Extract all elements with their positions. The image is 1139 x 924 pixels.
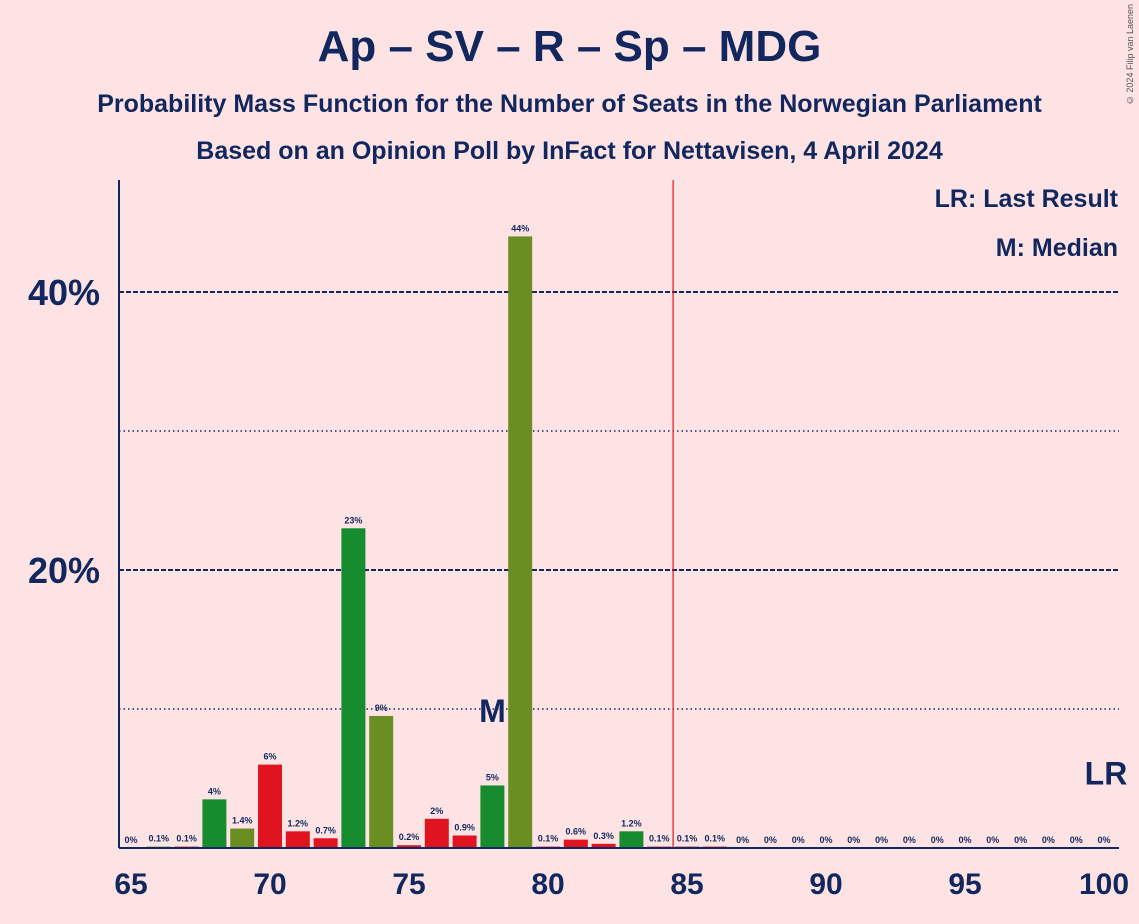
bar-value-label: 1.2% — [621, 818, 642, 828]
bar-value-label: 0.1% — [176, 834, 197, 844]
x-tick-label: 65 — [114, 868, 147, 901]
median-marker: M — [479, 693, 506, 729]
x-tick-label: 85 — [670, 868, 703, 901]
bar-value-label: 0% — [819, 835, 832, 845]
legend-median: M: Median — [995, 234, 1118, 262]
last-result-marker: LR — [1085, 756, 1128, 792]
bar — [369, 715, 394, 848]
bar-value-label: 0% — [764, 835, 777, 845]
bar-value-label: 0% — [792, 835, 805, 845]
bar — [508, 236, 533, 848]
bar — [563, 839, 588, 848]
bar-value-label: 2% — [430, 806, 443, 816]
chart-subtitle-1: Probability Mass Function for the Number… — [97, 90, 1042, 118]
bar-value-label: 23% — [344, 515, 362, 525]
bar — [230, 828, 255, 848]
legend-last-result: LR: Last Result — [934, 185, 1118, 213]
bar-value-label: 0% — [1097, 835, 1110, 845]
bar-value-label: 0% — [903, 835, 916, 845]
bar-value-label: 0.3% — [593, 831, 614, 841]
bar-value-label: 0.1% — [677, 834, 698, 844]
bar-value-label: 9% — [375, 703, 388, 713]
x-tick-label: 80 — [531, 868, 564, 901]
bar — [452, 835, 477, 848]
bar-value-label: 0.7% — [315, 825, 336, 835]
x-tick-label: 90 — [809, 868, 842, 901]
bar-value-label: 0.1% — [705, 834, 726, 844]
bar-value-label: 0.9% — [454, 822, 475, 832]
chart-title: Ap – SV – R – Sp – MDG — [317, 22, 822, 71]
bar-value-label: 0.6% — [566, 827, 587, 837]
chart-subtitle-2: Based on an Opinion Poll by InFact for N… — [196, 137, 943, 165]
bar-value-label: 6% — [263, 752, 276, 762]
x-tick-label: 100 — [1079, 868, 1129, 901]
x-tick-label: 75 — [392, 868, 425, 901]
bar — [202, 799, 227, 848]
bar-value-label: 0% — [986, 835, 999, 845]
bar-value-label: 0.1% — [538, 834, 559, 844]
bar-value-label: 0.2% — [399, 832, 420, 842]
bar — [285, 831, 310, 848]
bar-value-label: 0% — [847, 835, 860, 845]
bar-value-label: 4% — [208, 786, 221, 796]
bar — [397, 845, 421, 848]
bar-value-label: 5% — [486, 772, 499, 782]
bar-value-label: 0% — [1014, 835, 1027, 845]
bar — [258, 764, 282, 848]
bar-value-label: 0% — [1042, 835, 1055, 845]
bar — [313, 838, 338, 848]
bar-value-label: 1.4% — [232, 816, 253, 826]
bar-value-label: 0% — [124, 835, 137, 845]
bar — [619, 831, 644, 848]
bar — [591, 843, 616, 848]
bar — [480, 785, 505, 848]
bar-value-label: 0% — [875, 835, 888, 845]
y-tick-label: 40% — [28, 272, 100, 313]
bar-value-label: 0% — [958, 835, 971, 845]
y-tick-label: 20% — [28, 550, 100, 591]
bar-value-label: 0% — [931, 835, 944, 845]
bar-value-label: 0% — [736, 835, 749, 845]
x-tick-label: 70 — [253, 868, 286, 901]
bar — [424, 818, 449, 848]
bar-value-label: 44% — [511, 223, 529, 233]
bar-value-label: 1.2% — [288, 818, 309, 828]
bar-value-label: 0% — [1070, 835, 1083, 845]
bar-value-label: 0.1% — [149, 834, 170, 844]
bar-value-label: 0.1% — [649, 834, 670, 844]
x-tick-label: 95 — [948, 868, 981, 901]
bar — [341, 528, 366, 848]
